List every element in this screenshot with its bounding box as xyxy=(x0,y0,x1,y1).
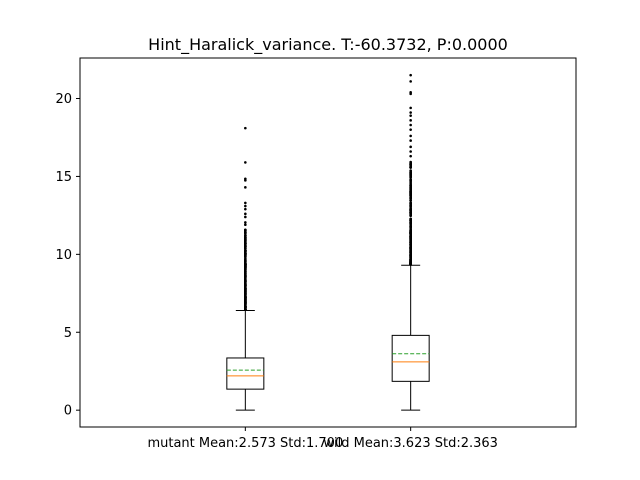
outlier-point xyxy=(244,284,247,288)
outlier-point xyxy=(244,267,247,271)
outlier-point xyxy=(244,207,247,211)
outlier-point xyxy=(244,242,247,245)
outlier-point xyxy=(409,209,412,212)
outlier-point xyxy=(244,177,247,181)
outlier-point xyxy=(244,221,247,224)
y-tick-label: 5 xyxy=(64,326,72,341)
y-tick-label: 20 xyxy=(55,92,72,107)
outlier-point xyxy=(409,106,412,110)
outlier-point xyxy=(409,175,412,179)
outlier-point xyxy=(409,258,412,262)
outlier-point xyxy=(244,254,247,258)
plot-area xyxy=(226,73,430,411)
outlier-point xyxy=(244,273,247,276)
outlier-point xyxy=(409,198,412,202)
outlier-point xyxy=(409,191,412,195)
outlier-point xyxy=(409,111,412,114)
box-group xyxy=(226,126,265,411)
outlier-point xyxy=(409,254,412,258)
x-tick-label: mutant Mean:2.573 Std:1.700 xyxy=(147,436,343,451)
outlier-point xyxy=(244,288,247,292)
outlier-point xyxy=(409,227,412,231)
outlier-point xyxy=(409,261,412,265)
outlier-point xyxy=(244,279,247,283)
outlier-point xyxy=(409,154,412,158)
outlier-point xyxy=(244,215,247,219)
axes-frame xyxy=(79,57,577,428)
y-tick-label: 10 xyxy=(55,248,72,263)
outlier-point xyxy=(409,119,412,122)
outlier-point xyxy=(409,188,412,191)
outlier-point xyxy=(244,245,247,249)
outlier-point xyxy=(244,231,247,234)
outlier-point xyxy=(244,259,247,263)
outlier-point xyxy=(244,282,247,286)
outlier-point xyxy=(244,126,247,130)
outlier-point xyxy=(409,128,412,131)
outlier-point xyxy=(244,212,247,216)
outlier-point xyxy=(244,229,247,232)
outlier-point xyxy=(409,123,412,127)
outlier-point xyxy=(409,225,412,228)
outlier-point xyxy=(409,204,412,208)
outlier-point xyxy=(409,193,412,197)
outlier-point xyxy=(244,276,247,280)
outlier-point xyxy=(409,235,412,238)
outlier-point xyxy=(409,134,412,138)
y-axis: 0 5 10 15 20 xyxy=(55,92,80,419)
outlier-point xyxy=(244,161,247,164)
outlier-point xyxy=(244,234,247,237)
outlier-point xyxy=(409,232,412,235)
outlier-point xyxy=(409,150,412,153)
outlier-point xyxy=(244,252,247,255)
outlier-point xyxy=(409,73,412,77)
y-tick-label: 15 xyxy=(55,170,72,185)
outlier-point xyxy=(409,213,412,217)
outlier-point xyxy=(409,171,412,174)
outlier-point xyxy=(409,163,412,166)
outlier-point xyxy=(409,114,412,117)
outlier-point xyxy=(244,291,247,295)
outlier-point xyxy=(409,169,412,172)
outlier-point xyxy=(244,308,247,311)
outlier-point xyxy=(409,80,412,83)
outlier-point xyxy=(409,237,412,241)
outlier-point xyxy=(409,179,412,182)
outlier-point xyxy=(409,174,412,177)
outlier-point xyxy=(409,211,412,215)
outlier-point xyxy=(409,246,412,250)
outlier-point xyxy=(244,262,247,266)
y-tick-label: 0 xyxy=(64,404,72,419)
outlier-point xyxy=(409,251,412,254)
x-tick-label: wild Mean:3.623 Std:2.363 xyxy=(323,436,498,451)
outlier-point xyxy=(409,219,412,222)
outlier-point xyxy=(409,184,412,188)
outlier-point xyxy=(244,295,247,298)
outlier-point xyxy=(244,298,247,302)
outlier-point xyxy=(244,204,247,208)
outlier-point xyxy=(409,202,412,205)
iqr-box xyxy=(391,334,430,382)
iqr-box xyxy=(226,357,265,390)
outlier-point xyxy=(244,249,247,253)
outlier-point xyxy=(409,166,412,169)
outlier-point xyxy=(244,302,247,305)
outlier-point xyxy=(244,239,247,243)
outlier-point xyxy=(409,145,412,149)
outlier-point xyxy=(244,201,247,205)
outlier-point xyxy=(409,139,412,142)
outlier-point xyxy=(244,223,247,227)
outlier-point xyxy=(244,270,247,274)
box-group xyxy=(391,73,430,411)
chart-title: Hint_Haralick_variance. T:-60.3732, P:0.… xyxy=(148,35,508,55)
outlier-point xyxy=(409,243,412,246)
outlier-point xyxy=(409,160,412,164)
outlier-point xyxy=(244,186,247,189)
outlier-point xyxy=(409,196,412,199)
outlier-point xyxy=(409,90,412,94)
outlier-point xyxy=(244,305,247,309)
